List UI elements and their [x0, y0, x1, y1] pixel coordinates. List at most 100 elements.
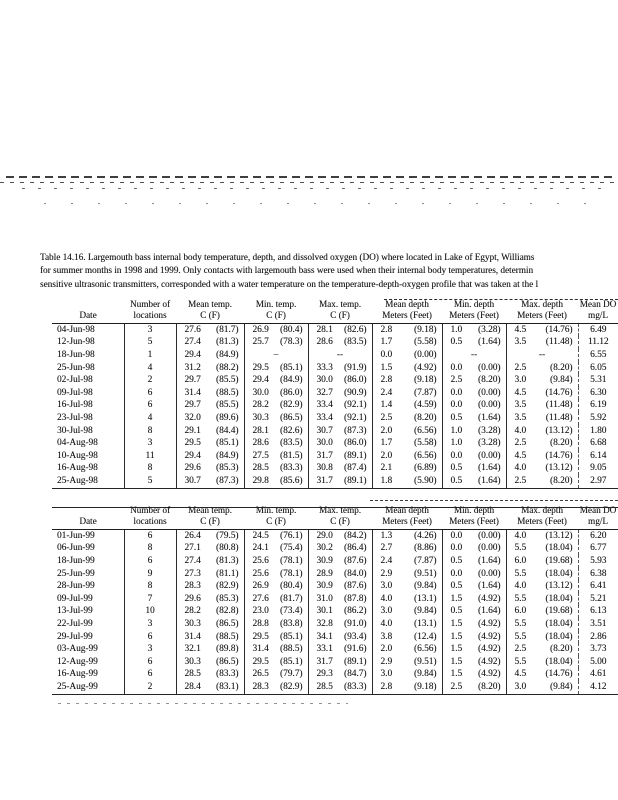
value: (18.04): [545, 618, 573, 629]
value: (82.6): [280, 425, 303, 436]
table-row: 01-Jun-99 6 26.4 (79.5) 24.5 (76.1) 29.0 (84.2)…: [52, 529, 618, 543]
table-cell: 29.5 (85.1): [243, 655, 308, 669]
table-cell: 28.3 (82.9): [243, 680, 308, 695]
value: (89.6): [216, 412, 239, 423]
date-cell: 16-Jul-98: [57, 400, 93, 411]
value: 29.0: [316, 530, 333, 541]
value: (0.00): [478, 530, 501, 541]
table-row: 18-Jun-99 6 27.4 (81.3) 25.6 (78.1) 30.9 (87.6)…: [52, 555, 618, 568]
date-cell: 03-Aug-99: [57, 644, 98, 655]
value: 30.1: [316, 606, 333, 617]
value: (3.28): [478, 425, 501, 436]
table-1998-container: Number of Mean temp. Min. temp. Max. temp. M…: [52, 299, 618, 489]
value: 23.0: [252, 606, 269, 617]
table-cell: 3: [123, 617, 176, 631]
value: (82.9): [280, 681, 303, 692]
value: 3.5: [514, 337, 527, 348]
value: (0.00): [478, 400, 501, 411]
table-cell: 5.93: [577, 555, 618, 568]
value: (8.20): [550, 644, 573, 655]
column-header: Date: [52, 310, 124, 324]
date-cell: 22-Jul-99: [57, 618, 93, 629]
table-row: 25-Aug-99 2 28.4 (83.1) 28.3 (82.9) 28.5 (83.3)…: [52, 680, 618, 695]
value: 2.9: [380, 656, 393, 667]
value: (8.20): [550, 362, 573, 373]
table-cell: 3.73: [577, 643, 618, 656]
value: 29.8: [252, 475, 269, 486]
value: 3.5: [514, 400, 527, 411]
table-cell: 30.3 (86.5): [175, 655, 244, 669]
table-cell: 2.4 (7.87): [371, 386, 442, 400]
table-1999: Number of Mean temp. Min. temp. Max. temp. M…: [52, 505, 618, 695]
table-cell: 1.7 (5.58): [371, 336, 442, 349]
table-cell: 30.1 (86.2): [307, 605, 372, 618]
value: 1.0: [450, 425, 463, 436]
value: (84.4): [216, 425, 239, 436]
table-cell: 6.38: [577, 567, 618, 581]
table-cell: 29.7 (85.5): [175, 399, 244, 412]
value: (8.20): [550, 475, 573, 486]
table-cell: 32.7 (90.9): [307, 386, 372, 400]
table-row: 23-Jul-98 4 32.0 (89.6) 30.3 (86.5) 33.4 (92.1)…: [52, 411, 618, 425]
value: 1.0: [450, 324, 463, 335]
value: (3.28): [478, 438, 501, 449]
table-cell: 30.0 (86.0): [307, 374, 372, 387]
table-cell: 0.5 (1.64): [441, 336, 506, 349]
value: (4.59): [414, 400, 437, 411]
value: 2.5: [514, 475, 527, 486]
value: 32.1: [184, 644, 201, 655]
table-cell: 4.0 (13.12): [505, 462, 578, 475]
value: (9.18): [414, 375, 437, 386]
value: 27.4: [184, 556, 201, 566]
value: (9.84): [414, 669, 437, 680]
column-header: Mean depth: [385, 505, 429, 515]
value: 29.1: [184, 425, 201, 436]
table-cell: 28.8 (83.8): [243, 617, 308, 631]
table-cell: 30.8 (87.4): [307, 462, 372, 475]
table-cell: 34.1 (93.4): [307, 630, 372, 644]
value: (79.5): [216, 530, 239, 541]
value: (0.00): [478, 387, 501, 398]
value: (9.18): [414, 681, 437, 692]
value: (11.48): [545, 400, 573, 411]
table-cell: 3: [123, 323, 176, 337]
value: 34.1: [316, 631, 333, 642]
table-cell: 24.5 (76.1): [243, 529, 308, 543]
table-cell: 27.5 (81.5): [243, 449, 308, 463]
value: 31.4: [184, 631, 201, 642]
value: 32.0: [184, 412, 201, 423]
table-row: 29-Jul-99 6 31.4 (88.5) 29.5 (85.1) 34.1 (93.4)…: [52, 630, 618, 644]
table-cell: 4.61: [577, 668, 618, 681]
column-header: [52, 299, 124, 310]
value: (12.4): [414, 631, 437, 642]
table-cell: 32.8 (91.0): [307, 617, 372, 631]
column-header: Mean temp.: [188, 299, 232, 309]
column-header: Max. temp.: [318, 299, 362, 309]
value: 26.5: [252, 669, 269, 680]
value: (81.3): [216, 337, 239, 348]
table-cell: 5.5 (18.04): [505, 630, 578, 644]
value: 30.2: [316, 543, 333, 554]
table-cell: 6.77: [577, 542, 618, 555]
date-cell: 18-Jun-98: [57, 350, 95, 360]
header-row: Number of Mean temp. Min. temp. Max. temp. M…: [52, 505, 618, 516]
value: 0.0: [450, 450, 463, 461]
table-row: 12-Jun-98 5 27.4 (81.3) 25.7 (78.3) 28.6 (83.5)…: [52, 336, 618, 349]
value: 27.6: [252, 593, 269, 604]
scan-noise-line: [370, 500, 618, 501]
table-cell: 0.5 (1.64): [441, 474, 506, 489]
value: (83.8): [280, 618, 303, 629]
table-cell: 2.5 (8.20): [505, 361, 578, 375]
value: 31.4: [184, 387, 201, 398]
table-cell: 0.0 (0.00): [441, 449, 506, 463]
date-cell: 02-Jul-98: [57, 375, 93, 386]
value: 3.8: [380, 631, 393, 642]
table-cell: 2.7 (8.86): [371, 542, 442, 555]
table-cell: 28.6 (83.5): [243, 437, 308, 450]
value: (86.0): [344, 375, 367, 386]
value: (82.9): [216, 581, 239, 592]
table-cell: 27.3 (81.1): [175, 567, 244, 581]
value: 2.5: [514, 644, 527, 655]
value: (89.8): [216, 644, 239, 655]
value: 29.7: [184, 400, 201, 411]
